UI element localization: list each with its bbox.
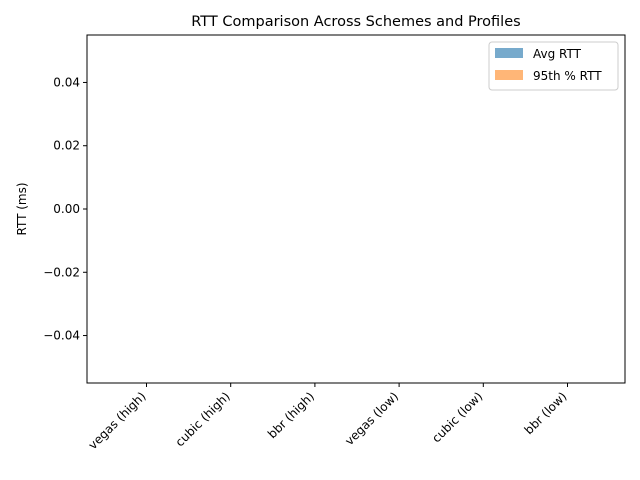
x-tick-label: vegas (high) — [86, 389, 149, 452]
x-tick-label: bbr (low) — [522, 389, 570, 437]
chart-title: RTT Comparison Across Schemes and Profil… — [191, 14, 520, 30]
x-tick-label: bbr (high) — [265, 389, 317, 441]
y-axis-label: RTT (ms) — [15, 182, 29, 235]
y-tick-label: 0.02 — [53, 139, 80, 153]
legend: Avg RTT 95th % RTT — [488, 41, 619, 91]
legend-label-avg-rtt: Avg RTT — [533, 47, 582, 61]
legend-label-95th-rtt: 95th % RTT — [533, 69, 602, 83]
legend-swatch-avg-rtt — [495, 48, 523, 58]
y-tick-label: −0.04 — [43, 329, 80, 343]
x-tick-label: vegas (low) — [342, 389, 401, 448]
y-axis: −0.04 −0.02 0.00 0.02 0.04 — [43, 75, 87, 343]
plot-area — [87, 35, 625, 383]
y-tick-label: 0.04 — [53, 75, 80, 89]
x-axis: vegas (high) cubic (high) bbr (high) vegas … — [86, 383, 570, 452]
x-tick-label: cubic (low) — [429, 389, 485, 445]
x-tick-label: cubic (high) — [173, 389, 233, 449]
plot-frame — [86, 34, 626, 384]
y-tick-label: 0.00 — [53, 202, 80, 216]
legend-swatch-95th-rtt — [495, 70, 523, 80]
y-tick-label: −0.02 — [43, 265, 80, 279]
